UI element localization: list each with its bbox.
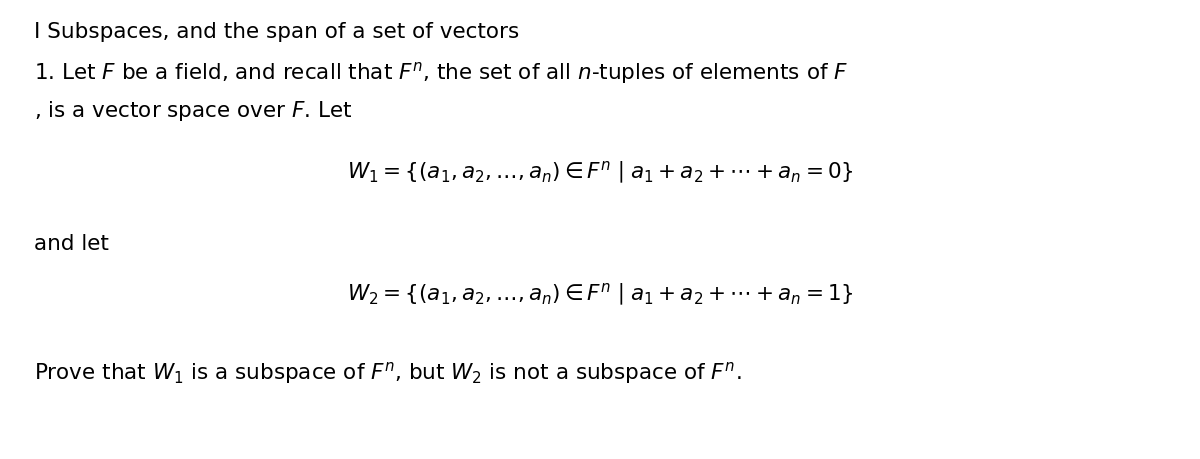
Text: $W_2 = \{(a_1, a_2, \ldots, a_n) \in F^n \mid a_1 + a_2 + \cdots + a_n = 1\}$: $W_2 = \{(a_1, a_2, \ldots, a_n) \in F^n… (347, 282, 853, 308)
Text: 1. Let $F$ be a field, and recall that $F^n$, the set of all $n$-tuples of eleme: 1. Let $F$ be a field, and recall that $… (34, 61, 848, 86)
Text: and let: and let (34, 234, 109, 254)
Text: , is a vector space over $F$. Let: , is a vector space over $F$. Let (34, 99, 353, 123)
Text: $W_1 = \{(a_1, a_2, \ldots, a_n) \in F^n \mid a_1 + a_2 + \cdots + a_n = 0\}$: $W_1 = \{(a_1, a_2, \ldots, a_n) \in F^n… (347, 160, 853, 186)
Text: I Subspaces, and the span of a set of vectors: I Subspaces, and the span of a set of ve… (34, 22, 520, 42)
Text: Prove that $W_1$ is a subspace of $F^n$, but $W_2$ is not a subspace of $F^n$.: Prove that $W_1$ is a subspace of $F^n$,… (34, 360, 742, 386)
